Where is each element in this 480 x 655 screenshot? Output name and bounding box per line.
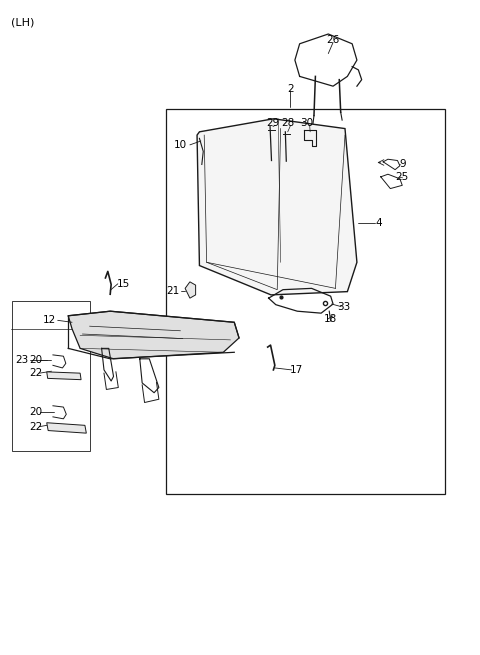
Text: 25: 25 xyxy=(396,172,409,183)
Text: 20: 20 xyxy=(29,407,42,417)
Text: 30: 30 xyxy=(300,118,313,128)
Text: 28: 28 xyxy=(281,118,294,128)
Text: 10: 10 xyxy=(174,140,187,150)
Text: 22: 22 xyxy=(29,368,42,378)
Text: 17: 17 xyxy=(290,365,303,375)
Text: 12: 12 xyxy=(43,315,56,326)
Text: 21: 21 xyxy=(167,286,180,296)
Text: (LH): (LH) xyxy=(11,18,34,28)
Text: 20: 20 xyxy=(29,355,42,365)
Polygon shape xyxy=(47,422,86,433)
Bar xyxy=(12,301,90,451)
Polygon shape xyxy=(197,119,357,295)
Text: 2: 2 xyxy=(287,84,293,94)
Text: 4: 4 xyxy=(375,218,382,228)
Bar xyxy=(166,109,445,494)
Polygon shape xyxy=(47,372,81,380)
Text: 9: 9 xyxy=(399,159,406,170)
Text: 15: 15 xyxy=(117,279,130,289)
Polygon shape xyxy=(185,282,196,298)
Polygon shape xyxy=(68,311,239,359)
Text: 33: 33 xyxy=(337,302,351,312)
Text: 23: 23 xyxy=(15,355,28,365)
Text: 22: 22 xyxy=(29,422,42,432)
Text: 29: 29 xyxy=(266,118,279,128)
Text: 18: 18 xyxy=(324,314,337,324)
Text: 26: 26 xyxy=(326,35,340,45)
